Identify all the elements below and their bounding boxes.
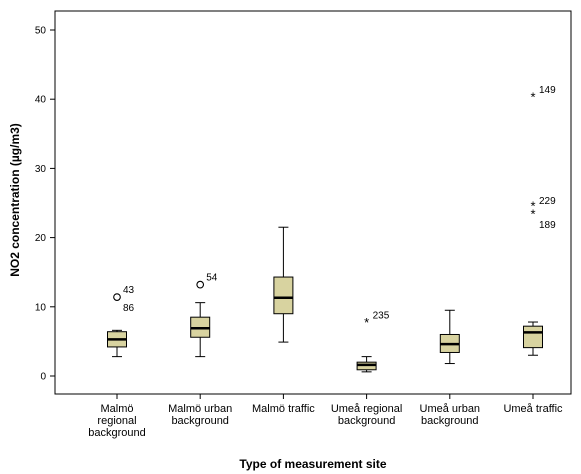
y-tick-label: 20 bbox=[35, 233, 47, 244]
y-tick-label: 10 bbox=[35, 302, 47, 313]
outlier-label: 189 bbox=[539, 220, 556, 231]
x-category-label-line: Malmö urban bbox=[168, 403, 232, 415]
outlier-star: * bbox=[364, 315, 369, 330]
box-group: 43 86 54 * 235 * 149 * 229 * 189 bbox=[107, 85, 556, 373]
box-3 bbox=[273, 226, 294, 343]
outlier-star: * bbox=[530, 198, 535, 213]
outlier-label: 149 bbox=[539, 85, 556, 96]
outlier-star: * bbox=[530, 207, 535, 222]
outlier-label: 235 bbox=[373, 311, 390, 322]
x-category-label-line: regional bbox=[97, 415, 136, 427]
outlier-star: * bbox=[530, 90, 535, 105]
x-category-label-line: background bbox=[171, 415, 229, 427]
box-4: * 235 bbox=[356, 311, 390, 373]
box-iqr bbox=[273, 276, 294, 315]
x-axis-title: Type of measurement site bbox=[239, 457, 386, 471]
x-category-label-line: background bbox=[88, 427, 146, 439]
box-iqr bbox=[523, 325, 543, 349]
outlier-label: 86 bbox=[123, 303, 135, 314]
box-6: * 149 * 229 * 189 bbox=[523, 85, 556, 356]
y-axis: 0 10 20 30 40 50 bbox=[35, 26, 55, 383]
outlier-circle bbox=[196, 280, 205, 289]
x-category-label-line: Umeå traffic bbox=[503, 403, 563, 415]
y-axis-title: NO2 concentration (µg/m3) bbox=[8, 123, 22, 277]
outlier-label: 229 bbox=[539, 196, 556, 207]
outlier-label: 54 bbox=[206, 273, 218, 284]
x-category-label: Malmö regional background bbox=[88, 403, 146, 439]
y-tick-label: 30 bbox=[35, 164, 47, 175]
x-category-label-line: background bbox=[338, 415, 396, 427]
y-tick-label: 0 bbox=[40, 372, 46, 383]
x-category-label: Malmö traffic bbox=[252, 403, 315, 415]
x-category-label-line: background bbox=[421, 415, 479, 427]
x-category-label: Umeå regional background bbox=[331, 403, 403, 427]
outlier-circle bbox=[113, 293, 121, 301]
x-category-label: Umeå urban background bbox=[420, 403, 481, 427]
x-category-label-line: Malmö bbox=[100, 403, 133, 415]
y-tick-label: 40 bbox=[35, 95, 47, 106]
x-category-label-line: Umeå regional bbox=[331, 403, 403, 415]
x-category-label-line: Umeå urban bbox=[420, 403, 481, 415]
plot-frame bbox=[54, 10, 572, 395]
x-category-label-line: Malmö traffic bbox=[252, 403, 315, 415]
box-5 bbox=[439, 309, 460, 365]
x-category-label: Malmö urban background bbox=[168, 403, 232, 427]
box-1: 43 86 bbox=[107, 285, 135, 358]
box-2: 54 bbox=[190, 273, 218, 358]
y-tick-label: 50 bbox=[35, 26, 47, 37]
x-category-label: Umeå traffic bbox=[503, 403, 563, 415]
outlier-label: 43 bbox=[123, 285, 135, 296]
